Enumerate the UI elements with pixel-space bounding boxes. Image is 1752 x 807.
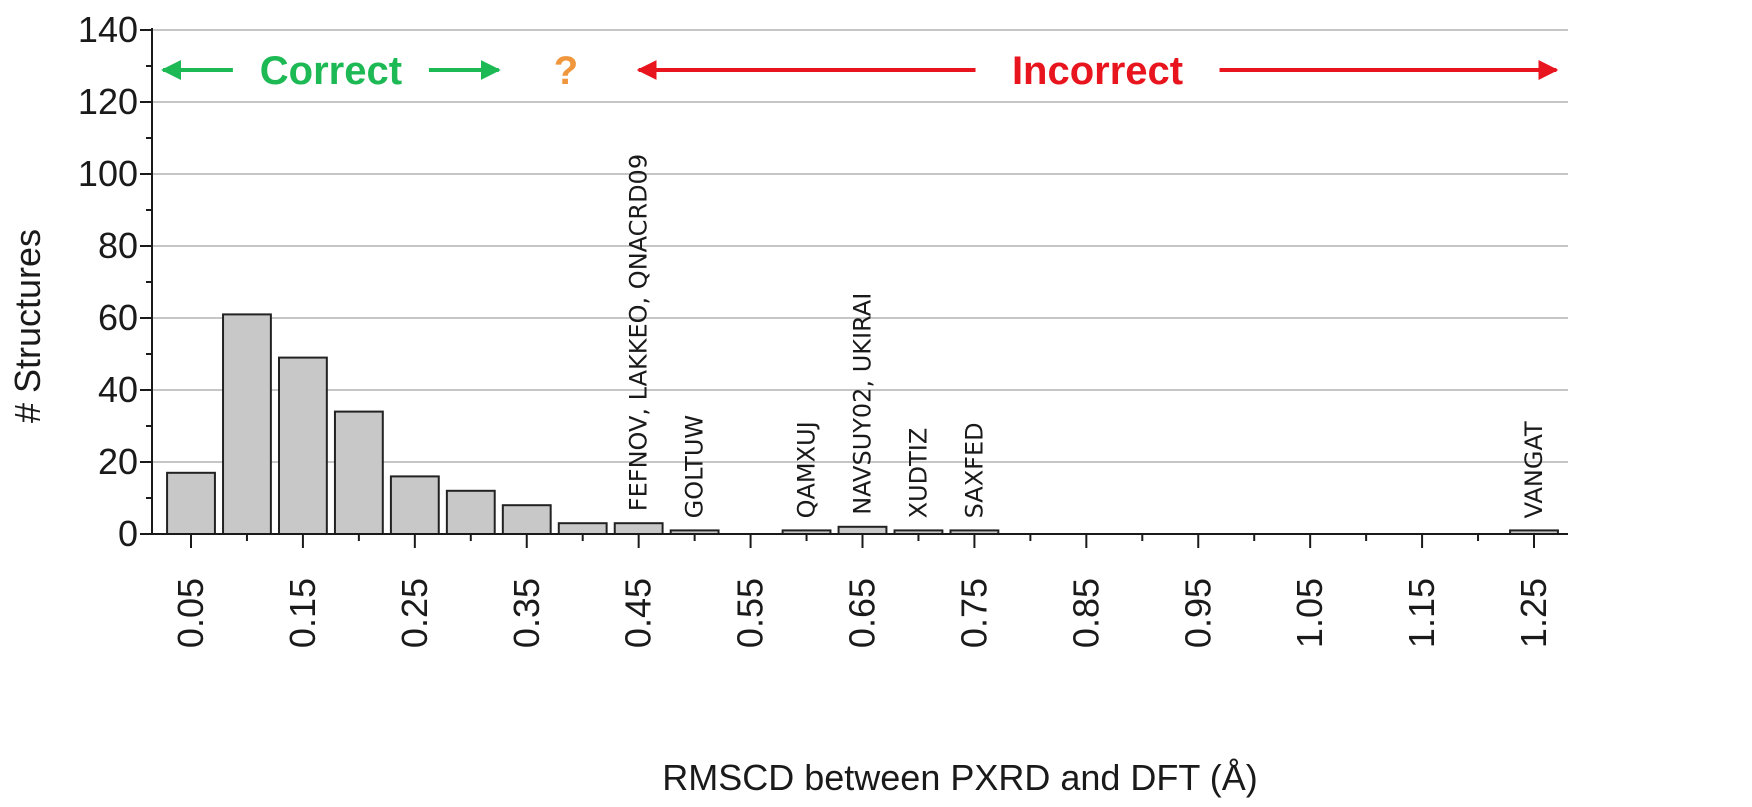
bar-label: FEFNOV, LAKKEO, QNACRD09 [625,154,653,511]
x-tick-label: 0.35 [506,578,547,648]
x-tick-label: 1.05 [1289,578,1330,648]
region-label: Incorrect [1012,49,1183,93]
y-tick-label: 40 [98,369,138,410]
y-tick-label: 60 [98,297,138,338]
bar [333,410,384,536]
x-tick-label: 0.55 [730,578,771,648]
y-tick-label: 0 [118,513,138,554]
bar [557,522,608,536]
y-axis-title: # Structures [7,229,48,423]
bar-label: QAMXUJ [793,421,821,518]
bar [837,525,888,535]
x-tick-label: 0.25 [394,578,435,648]
y-tick-label: 100 [78,153,138,194]
bar-label: SAXFED [960,422,988,518]
x-tick-label: 0.45 [618,578,659,648]
x-axis-title: RMSCD between PXRD and DFT (Å) [662,757,1258,798]
bar [389,475,440,535]
axes: 0 20 40 60 80 100 120 140 0.05 0.15 0.25 0.35 0.45 0.… [78,9,1568,648]
x-tick-label: 1.15 [1401,578,1442,648]
bar-label: GOLTUW [681,415,709,519]
bar [166,471,216,535]
y-tick-label: 20 [98,441,138,482]
region-label: ? [554,49,578,93]
x-tick-label: 1.25 [1513,578,1554,648]
bar-label: VANGAT [1520,421,1548,518]
bar-label: XUDTIZ [904,428,932,519]
region-label: Correct [260,49,402,93]
x-tick-label: 0.75 [953,578,994,648]
bar [613,522,664,536]
y-tick-label: 120 [78,81,138,122]
x-tick-label: 0.65 [842,578,883,648]
bar-label: NAVSUY02, UKIRAI [849,293,877,515]
y-tick-label: 140 [78,9,138,50]
x-tick-label: 0.85 [1065,578,1106,648]
bars [166,313,1559,536]
bar [445,489,496,535]
y-tick-label: 80 [98,225,138,266]
annotations: Correct? Incorrect [161,49,1559,93]
x-tick-label: 0.05 [170,578,211,648]
x-tick-label: 0.15 [282,578,323,648]
bar [501,504,552,536]
gridlines [152,29,1568,463]
bar [277,356,328,535]
bar [222,313,272,535]
bar-labels: FEFNOV, LAKKEO, QNACRD09 GOLTUW QAMXUJ NAVS… [625,154,1548,518]
x-tick-label: 0.95 [1177,578,1218,648]
